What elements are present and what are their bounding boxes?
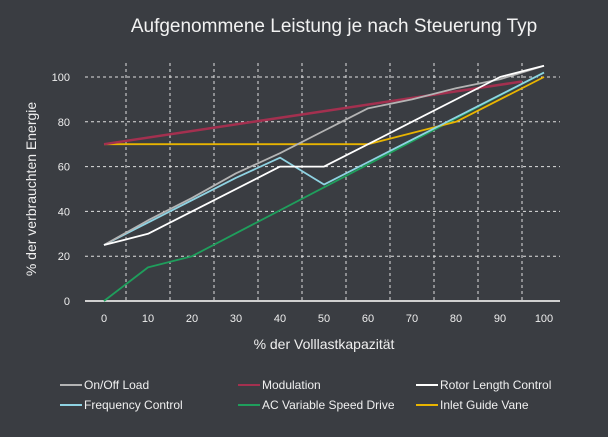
x-tick-label: 20 xyxy=(186,313,198,325)
legend-label: AC Variable Speed Drive xyxy=(262,398,395,412)
x-tick-label: 40 xyxy=(274,313,286,325)
legend-swatch xyxy=(238,404,260,406)
y-tick-label: 60 xyxy=(58,162,70,174)
y-tick-label: 80 xyxy=(58,117,70,129)
series-line-inlet-guide-vane xyxy=(104,76,545,146)
x-tick-label: 70 xyxy=(406,313,418,325)
series-line-rotor-length-control xyxy=(103,64,545,246)
legend-label: Inlet Guide Vane xyxy=(440,398,529,412)
chart-title: Aufgenommene Leistung je nach Steuerung … xyxy=(130,16,538,37)
y-tick-label: 100 xyxy=(52,72,70,84)
legend-swatch xyxy=(416,404,438,406)
legend-swatch xyxy=(60,384,82,386)
x-tick-label: 10 xyxy=(142,313,154,325)
series-line-frequency-control xyxy=(103,71,545,246)
legend-item: Inlet Guide Vane xyxy=(416,398,596,412)
legend-label: On/Off Load xyxy=(84,378,150,392)
legend-item: AC Variable Speed Drive xyxy=(238,398,416,412)
y-axis-label: % der verbrauchten Energie xyxy=(23,102,39,277)
legend: On/Off Load Modulation Rotor Length Contro… xyxy=(60,378,600,412)
x-tick-label: 80 xyxy=(450,313,462,325)
x-tick-label: 30 xyxy=(230,313,242,325)
legend-item: On/Off Load xyxy=(60,378,238,392)
x-tick-label: 90 xyxy=(494,313,506,325)
legend-label: Frequency Control xyxy=(84,398,183,412)
legend-swatch xyxy=(416,384,438,386)
y-tick-label: 0 xyxy=(64,296,70,308)
series-line-ac-variable-speed-drive xyxy=(103,71,545,302)
x-tick-label: 60 xyxy=(362,313,374,325)
legend-item: Rotor Length Control xyxy=(416,378,596,392)
series-line-on-off-load xyxy=(103,64,545,246)
legend-item: Frequency Control xyxy=(60,398,238,412)
y-tick-label: 40 xyxy=(58,206,70,218)
legend-label: Modulation xyxy=(262,378,321,392)
legend-swatch xyxy=(238,384,260,386)
series-line-modulation xyxy=(103,80,523,146)
x-tick-label: 0 xyxy=(101,313,107,325)
legend-label: Rotor Length Control xyxy=(440,378,552,392)
x-axis-label: % der Volllastkapazität xyxy=(254,336,395,352)
y-tick-label: 20 xyxy=(58,251,70,263)
legend-swatch xyxy=(60,404,82,406)
legend-item: Modulation xyxy=(238,378,416,392)
x-tick-label: 50 xyxy=(318,313,330,325)
x-tick-label: 100 xyxy=(535,313,553,325)
